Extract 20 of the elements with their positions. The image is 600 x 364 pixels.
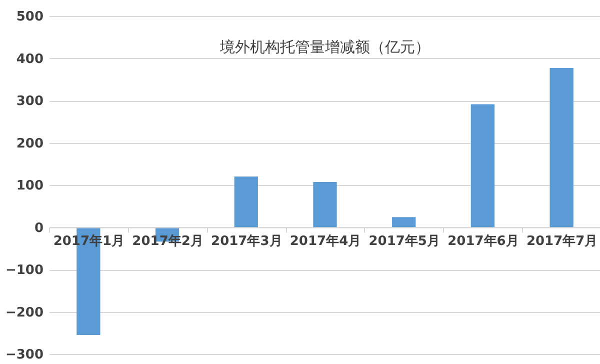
x-tick-label: 2017年6月 (448, 234, 519, 249)
y-tick-label: −200 (5, 305, 44, 320)
y-tick-label: −100 (5, 263, 44, 278)
y-tick-label: 0 (34, 220, 44, 236)
bar (392, 217, 416, 228)
y-tick-label: 100 (16, 178, 44, 194)
x-tick-label: 2017年5月 (368, 234, 440, 249)
text: 境外机构托管量增减额（亿元） (219, 38, 430, 56)
y-tick-label: 500 (16, 10, 44, 24)
y-tick-label: 200 (16, 136, 44, 152)
y-tick-label: 400 (16, 52, 44, 67)
bar (470, 104, 495, 228)
bar (234, 176, 258, 228)
x-tick-label: 2017年7月 (526, 234, 598, 249)
y-tick-label: 300 (16, 94, 44, 109)
x-tick-label: 2017年3月 (211, 234, 282, 249)
x-tick-label: 2017年4月 (290, 234, 362, 249)
bar (550, 68, 574, 228)
y-tick-label: −300 (5, 348, 44, 362)
bar (313, 182, 337, 228)
